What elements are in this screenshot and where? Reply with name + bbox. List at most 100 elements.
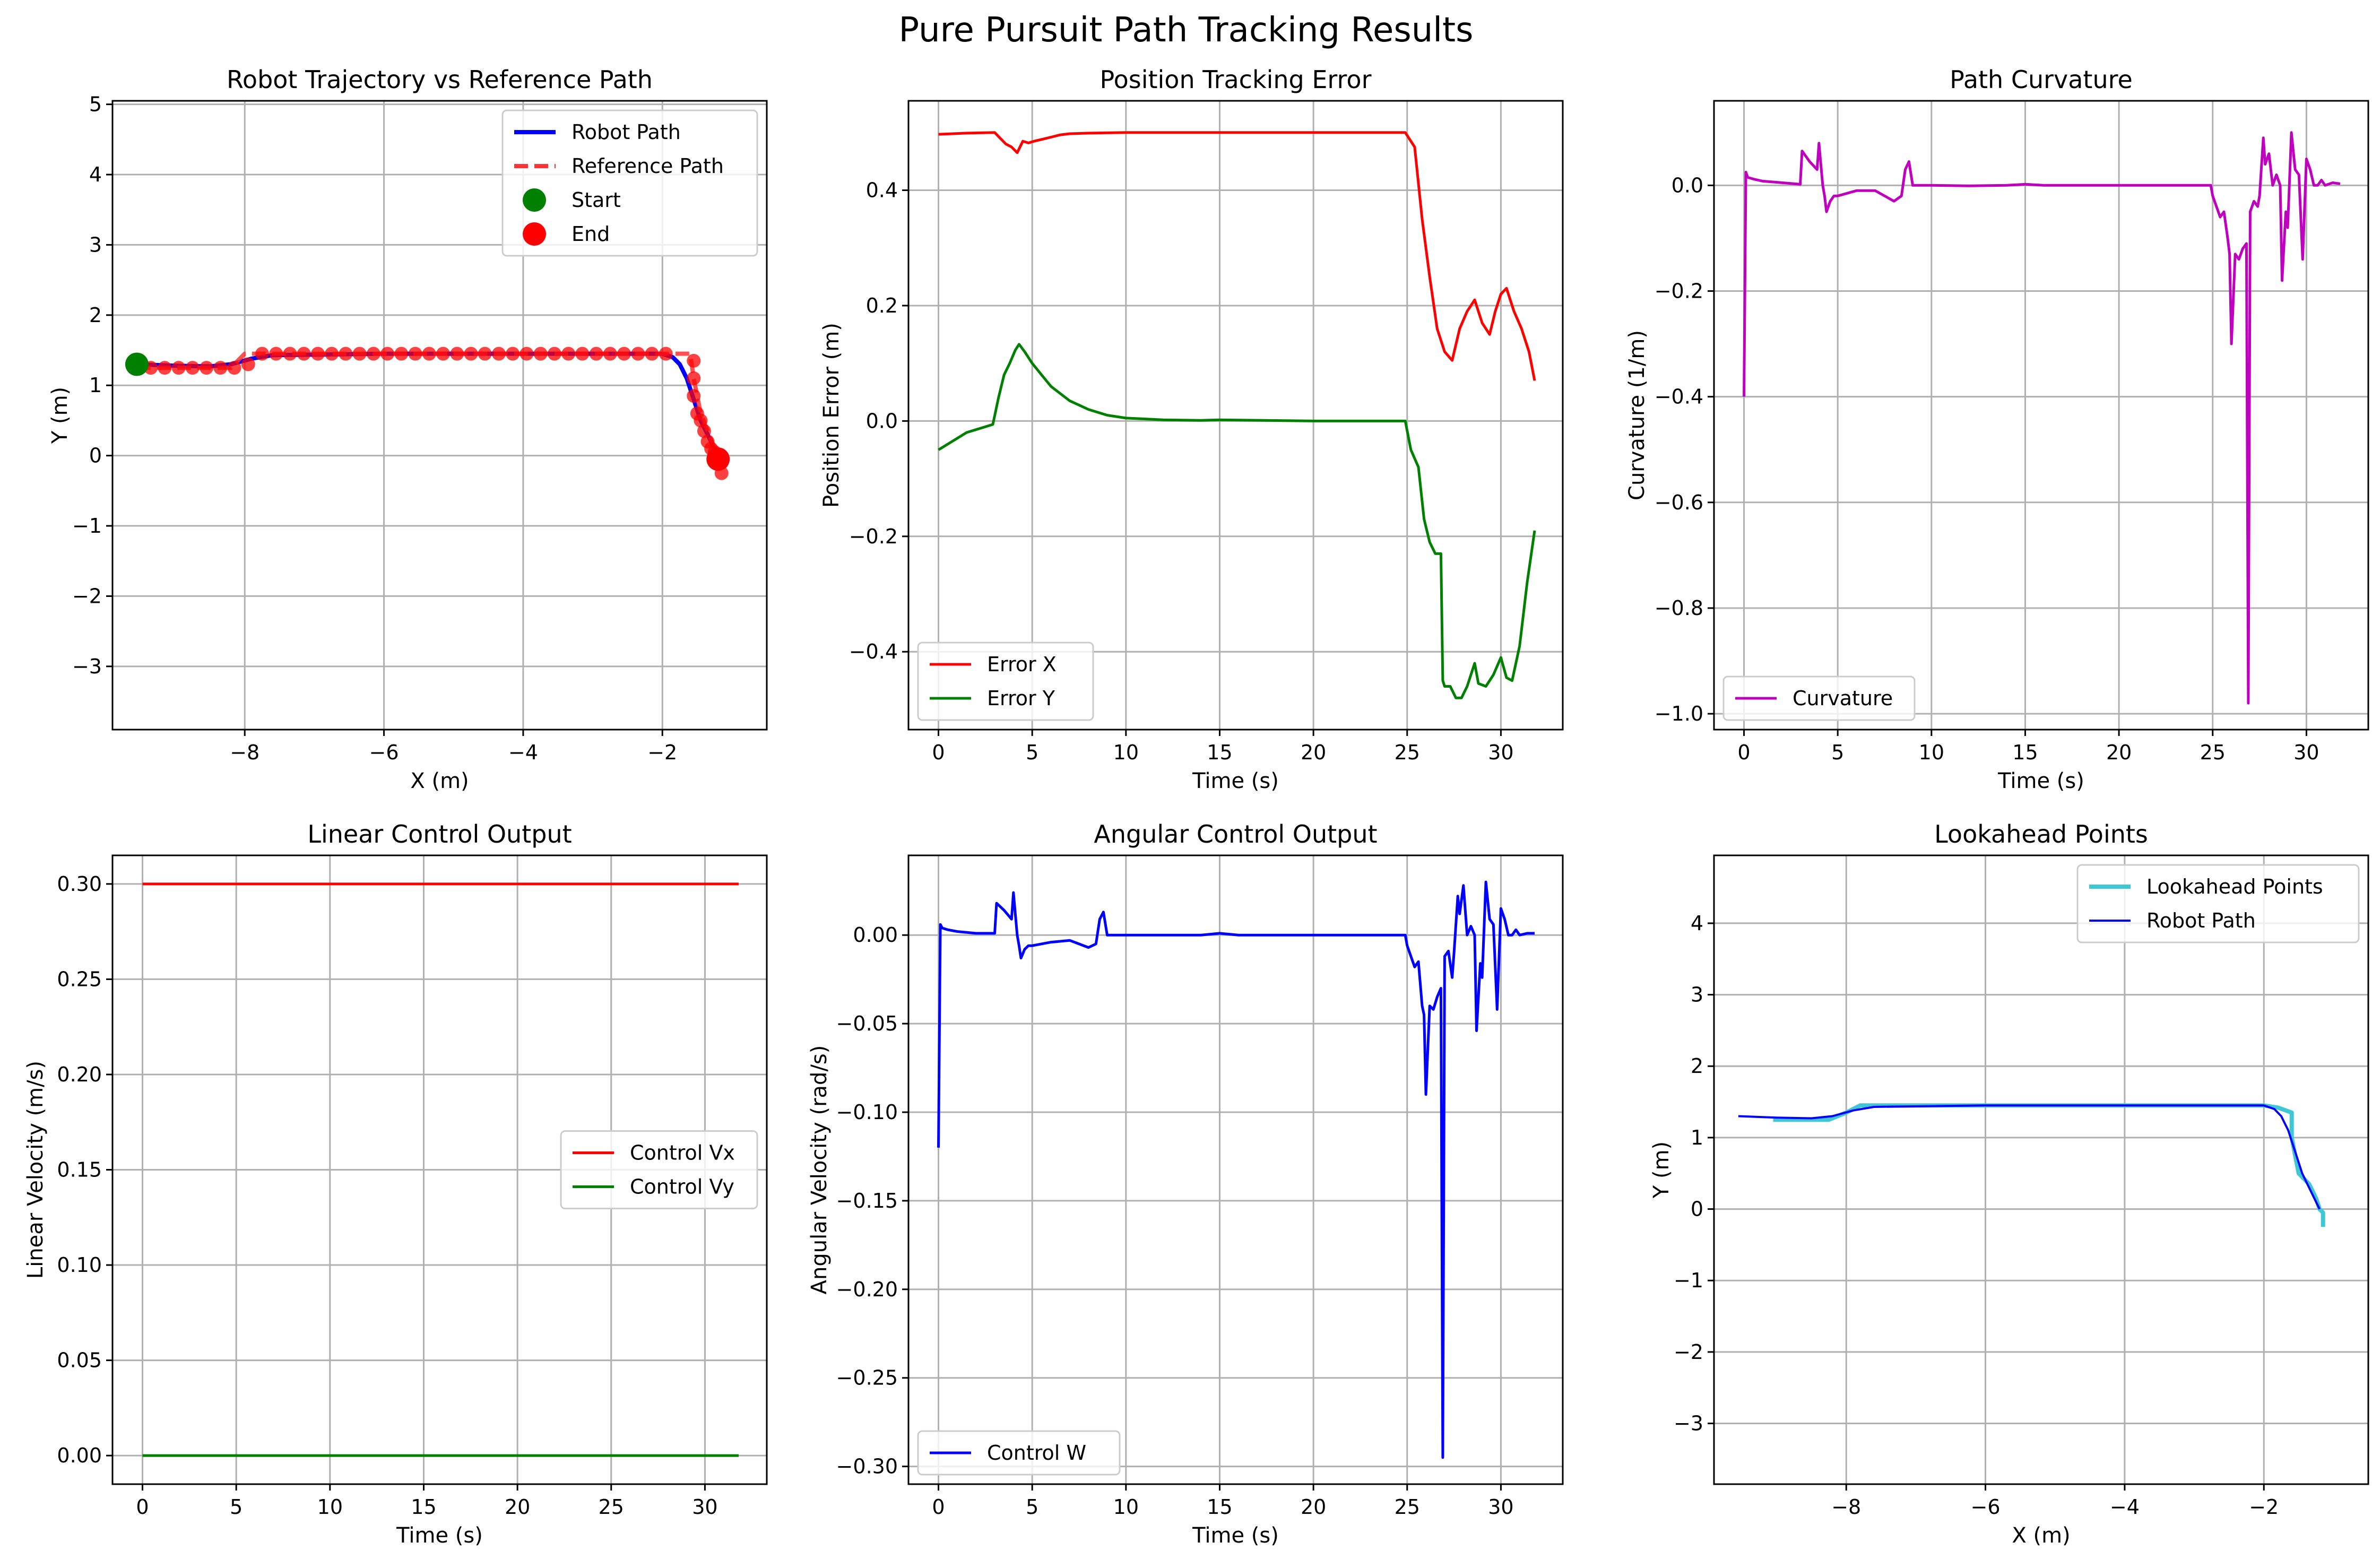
legend-marker <box>523 188 546 212</box>
series-group <box>937 880 1535 1459</box>
series-curvature <box>1743 131 2341 705</box>
x-tick-label: 0 <box>136 1495 149 1519</box>
x-tick-label: 5 <box>1831 741 1844 764</box>
y-axis-label: Y (m) <box>48 387 72 444</box>
subplot-grid: −8 −6 −4 −2 −3 −2 −1 0 1 2 3 4 5 Robot Trajectory vs … <box>23 65 2369 1548</box>
y-tick-label: 3 <box>1691 983 1703 1007</box>
legend: Curvature <box>1722 675 1916 721</box>
subplot-linear-control: 0 5 10 15 20 25 30 0.00 0.05 0.10 0.15 0.20 0.25 0.30… <box>23 820 768 1548</box>
x-axis-label: Time (s) <box>1997 769 2084 793</box>
y-tick-label: −0.6 <box>1655 491 1703 514</box>
x-tick-label: −2 <box>647 741 677 764</box>
subplot-title: Path Curvature <box>1950 65 2133 94</box>
subplot-title: Linear Control Output <box>307 820 572 848</box>
x-tick-label: −4 <box>2110 1495 2140 1519</box>
y-tick-label: −0.05 <box>836 1012 898 1035</box>
y-tick-label: 3 <box>89 233 102 256</box>
y-tick-label: −3 <box>72 655 102 678</box>
reference-point <box>213 361 228 375</box>
x-tick-label: −6 <box>369 741 399 764</box>
y-axis-label: Position Error (m) <box>819 323 844 508</box>
y-tick-label: 4 <box>1691 912 1703 935</box>
subplot-title: Position Tracking Error <box>1100 65 1372 94</box>
reference-point <box>506 346 520 361</box>
y-tick-label: −1.0 <box>1655 702 1703 725</box>
x-axis-label: Time (s) <box>396 1523 483 1548</box>
y-axis-label: Curvature (1/m) <box>1625 330 1649 500</box>
reference-point <box>366 346 380 361</box>
legend: Error X Error Y <box>917 642 1094 721</box>
y-tick-label: 0.05 <box>57 1349 102 1372</box>
y-tick-label: 0.0 <box>866 409 898 432</box>
axes-frame <box>111 100 768 731</box>
axes-frame <box>1713 100 2369 731</box>
x-axis-label: X (m) <box>410 769 469 793</box>
reference-point <box>422 346 436 361</box>
x-tick-label: 10 <box>1113 1495 1139 1519</box>
reference-point <box>694 413 708 428</box>
figure-title: Pure Pursuit Path Tracking Results <box>899 11 1474 50</box>
reference-point <box>533 346 548 361</box>
y-tick-label: −0.30 <box>836 1455 898 1478</box>
series-group <box>125 346 730 480</box>
reference-point <box>310 346 325 361</box>
legend-label: Robot Path <box>572 120 681 144</box>
x-tick-label: 10 <box>317 1495 343 1519</box>
legend-label: Reference Path <box>572 154 724 178</box>
x-tick-label: 30 <box>1488 741 1513 764</box>
series-error-y <box>938 343 1536 699</box>
y-tick-label: −0.15 <box>836 1189 898 1212</box>
reference-point <box>450 346 464 361</box>
subplot-trajectory: −8 −6 −4 −2 −3 −2 −1 0 1 2 3 4 5 Robot Trajectory vs … <box>48 65 768 793</box>
legend-label: Start <box>572 188 621 212</box>
x-tick-label: 10 <box>1113 741 1139 764</box>
y-tick-label: 0.25 <box>57 967 102 991</box>
x-tick-label: 5 <box>230 1495 243 1519</box>
y-tick-label: −0.25 <box>836 1366 898 1390</box>
x-tick-label: 25 <box>2200 741 2226 764</box>
reference-point <box>394 346 409 361</box>
y-tick-label: 5 <box>89 93 102 116</box>
axes-frame <box>1713 854 2369 1485</box>
reference-point <box>171 361 186 375</box>
y-tick-label: −0.10 <box>836 1101 898 1124</box>
x-tick-label: −8 <box>1831 1495 1861 1519</box>
reference-point <box>325 346 339 361</box>
reference-point <box>200 361 214 375</box>
gridlines <box>1714 855 2368 1484</box>
series-robot-path <box>1738 1104 2321 1210</box>
reference-point <box>158 361 172 375</box>
legend-label: End <box>572 222 610 246</box>
reference-point <box>380 346 395 361</box>
y-tick-label: −1 <box>1674 1269 1703 1292</box>
x-tick-label: 5 <box>1026 1495 1038 1519</box>
y-tick-label: −2 <box>72 584 102 608</box>
x-tick-label: −8 <box>230 741 259 764</box>
axes-frame <box>907 854 1564 1485</box>
y-axis-label: Y (m) <box>1649 1141 1674 1199</box>
reference-point <box>687 389 701 403</box>
y-tick-label: 2 <box>1691 1054 1703 1078</box>
reference-point <box>575 346 590 361</box>
series-group <box>1738 1103 2325 1227</box>
end-point <box>706 447 730 471</box>
x-tick-label: 15 <box>411 1495 436 1519</box>
y-tick-label: −3 <box>1674 1412 1703 1435</box>
reference-point <box>436 346 451 361</box>
legend-label: Error Y <box>987 687 1055 710</box>
legend-box <box>501 109 758 257</box>
legend: Control W <box>917 1430 1121 1476</box>
y-axis-label: Angular Velocity (rad/s) <box>807 1045 832 1295</box>
subplot-title: Lookahead Points <box>1934 820 2148 848</box>
y-tick-label: −0.2 <box>849 525 898 548</box>
x-tick-label: 20 <box>505 1495 530 1519</box>
x-tick-label: 30 <box>2293 741 2319 764</box>
reference-point <box>687 371 701 385</box>
x-axis-label: Time (s) <box>1192 769 1279 793</box>
reference-point <box>697 424 711 438</box>
x-tick-label: 15 <box>1207 1495 1232 1519</box>
y-tick-label: 0 <box>89 444 102 467</box>
x-tick-label: 20 <box>1301 1495 1326 1519</box>
x-tick-label: 15 <box>1207 741 1232 764</box>
